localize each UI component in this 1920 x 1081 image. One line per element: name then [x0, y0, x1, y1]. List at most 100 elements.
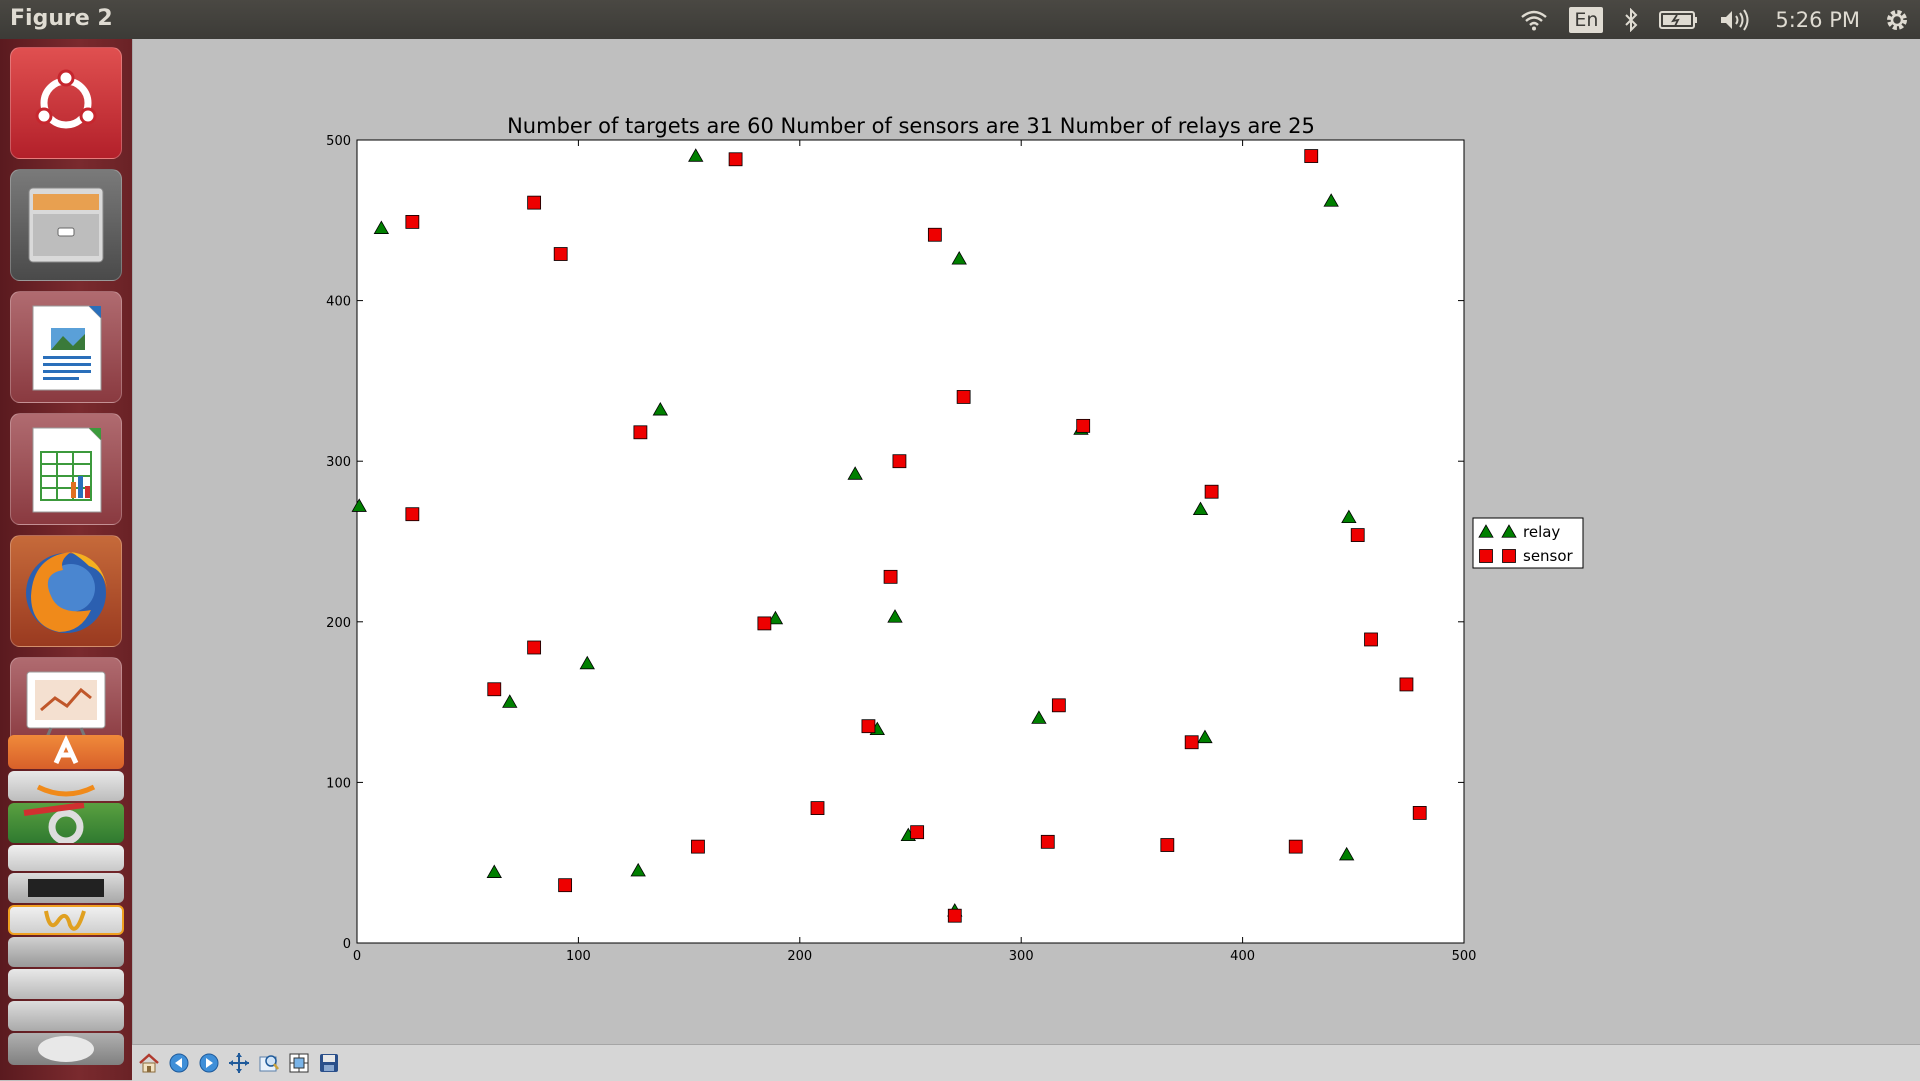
sensor-marker — [728, 152, 743, 167]
save-button[interactable] — [316, 1050, 342, 1076]
relay-marker — [1341, 509, 1357, 524]
legend-relay-marker — [1501, 524, 1517, 538]
relay-marker — [373, 220, 390, 234]
calc-button[interactable] — [10, 413, 122, 525]
sensor-marker — [487, 682, 502, 697]
pan-icon — [229, 1053, 249, 1073]
relay-marker — [1031, 710, 1047, 724]
sensor-marker — [1350, 528, 1365, 542]
amazon-icon — [36, 784, 96, 797]
x-tick-label: 0 — [353, 949, 361, 964]
dash-home-button[interactable] — [10, 47, 122, 159]
optical-drive-button[interactable] — [8, 969, 124, 999]
writer-button[interactable] — [10, 291, 122, 403]
sensor-marker — [553, 247, 568, 261]
relay-marker — [652, 402, 669, 416]
relay-marker — [1197, 729, 1213, 744]
wifi-icon[interactable] — [1509, 0, 1559, 39]
bluetooth-icon[interactable] — [1613, 0, 1649, 39]
removable-drive-button[interactable] — [8, 1001, 124, 1031]
sensor-marker — [861, 719, 876, 734]
sensor-marker — [405, 507, 420, 522]
sensor-marker — [1399, 677, 1414, 692]
libreoffice-impress-icon — [26, 671, 106, 743]
sensor-marker — [633, 425, 648, 440]
y-tick-label: 400 — [326, 295, 351, 310]
zoom-button[interactable] — [256, 1050, 282, 1076]
sensor-marker — [956, 390, 971, 404]
home-icon — [139, 1053, 159, 1073]
y-tick-label: 200 — [326, 616, 351, 631]
drive-button[interactable] — [8, 937, 124, 967]
top-panel: Figure 2 En — [0, 0, 1920, 39]
amazon-button[interactable] — [8, 771, 124, 801]
x-tick-label: 500 — [1452, 949, 1477, 964]
forward-icon — [199, 1053, 219, 1073]
sensor-marker — [1160, 838, 1175, 852]
figure-toolbar — [132, 1044, 1920, 1081]
legend-label-relay: relay — [1523, 523, 1560, 541]
relay-marker — [502, 694, 518, 708]
relay-marker — [887, 609, 903, 623]
sensor-marker — [527, 640, 542, 655]
sensor-marker — [1040, 834, 1055, 849]
relay-marker — [351, 498, 367, 512]
gear-icon[interactable] — [1874, 0, 1920, 39]
battery-icon[interactable] — [1649, 0, 1709, 39]
zoom-icon — [259, 1055, 279, 1072]
sensor-marker — [757, 616, 772, 631]
plot-axes — [356, 139, 1465, 944]
launcher — [0, 39, 132, 1080]
software-center-icon — [53, 734, 79, 765]
ubuntu-logo-icon — [35, 69, 97, 129]
software-center-button[interactable] — [8, 734, 124, 769]
relay-marker — [1338, 846, 1355, 861]
trash-button[interactable] — [8, 1033, 124, 1065]
volume-icon[interactable] — [1709, 0, 1761, 39]
back-button[interactable] — [166, 1050, 192, 1076]
trash-icon — [38, 1036, 94, 1062]
legend-relay-marker — [1478, 524, 1494, 538]
pan-button[interactable] — [226, 1050, 252, 1076]
sensor-marker — [527, 195, 542, 210]
sensor-marker — [1051, 698, 1066, 713]
terminal-icon — [28, 879, 104, 897]
keyboard-language-indicator[interactable]: En — [1559, 0, 1613, 39]
document-viewer-button[interactable] — [8, 845, 124, 871]
language-label: En — [1569, 6, 1604, 33]
sensor-marker — [883, 569, 898, 584]
impress-button[interactable] — [10, 657, 122, 747]
sensor-marker — [558, 878, 573, 893]
scratch-button[interactable] — [8, 905, 124, 935]
sensor-marker — [1364, 632, 1378, 647]
sensor-marker — [1304, 149, 1319, 163]
firefox-button[interactable] — [10, 535, 122, 647]
libreoffice-calc-icon — [32, 427, 102, 513]
x-tick-label: 400 — [1230, 949, 1255, 964]
terminal-button[interactable] — [8, 873, 124, 903]
configure-subplots-button[interactable] — [286, 1050, 312, 1076]
y-tick-label: 500 — [326, 134, 351, 149]
sensor-marker — [892, 454, 907, 469]
libreoffice-writer-icon — [32, 305, 102, 391]
legend-sensor-marker — [1479, 549, 1493, 563]
x-tick-label: 200 — [787, 949, 812, 964]
file-cabinet-icon — [28, 187, 104, 263]
settings-wrench-icon — [23, 802, 85, 845]
y-tick-label: 100 — [326, 776, 351, 791]
save-icon — [320, 1054, 338, 1072]
relay-marker — [1323, 193, 1339, 207]
forward-button[interactable] — [196, 1050, 222, 1076]
figure-canvas[interactable]: Number of targets are 60 Number of senso… — [132, 39, 1920, 1044]
y-tick-label: 0 — [343, 937, 351, 952]
back-icon — [169, 1053, 189, 1073]
system-settings-button[interactable] — [8, 802, 124, 845]
home-button[interactable] — [136, 1050, 162, 1076]
files-button[interactable] — [10, 169, 122, 281]
relay-marker — [1192, 501, 1209, 516]
squiggle-icon — [44, 910, 86, 931]
clock[interactable]: 5:26 PM — [1775, 7, 1860, 32]
relay-marker — [951, 251, 967, 265]
scatter-chart: Number of targets are 60 Number of senso… — [326, 114, 1584, 964]
sensor-marker — [1184, 735, 1199, 750]
